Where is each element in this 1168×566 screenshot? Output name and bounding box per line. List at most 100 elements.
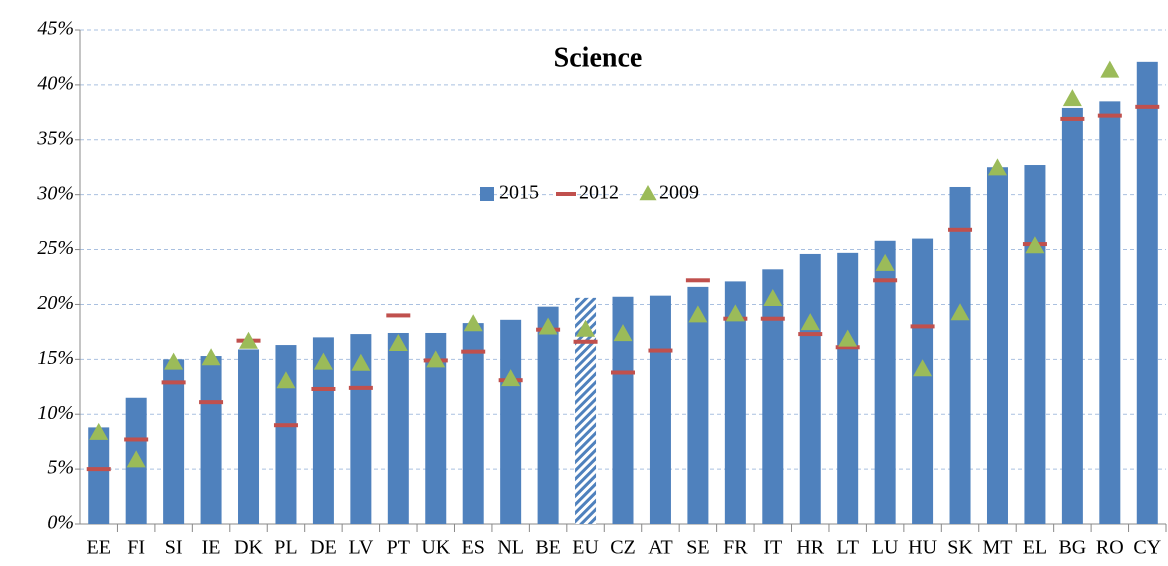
bar [275,345,297,524]
bar [799,253,821,525]
bar [312,337,334,524]
bar [1061,107,1083,524]
x-tick-label: AT [648,537,672,559]
x-tick-label: HR [796,537,824,559]
x-tick-label: PT [387,537,410,559]
dash-marker [573,339,598,344]
triangle-marker [725,304,745,322]
triangle-marker [763,288,783,306]
bar [986,167,1008,524]
x-tick-label: SE [686,537,709,559]
bar [912,238,934,525]
x-tick-label: EU [572,537,599,559]
triangle-marker [239,331,259,349]
triangle-marker [576,319,596,337]
bar [1136,61,1158,524]
dash-marker [199,400,224,405]
x-tick-label: NL [497,537,524,559]
bar [649,295,671,524]
bar [462,323,484,524]
y-tick-label: 35% [36,127,74,149]
y-tick-label: 40% [37,72,74,94]
bar [200,356,222,524]
triangle-marker [688,305,708,323]
dash-marker [910,324,935,329]
triangle-marker [1025,236,1045,254]
x-tick-label: BG [1058,537,1086,559]
triangle-marker [201,348,221,366]
triangle-marker [313,352,333,370]
legend-label: 2015 [499,182,539,204]
triangle-marker [875,253,895,271]
x-tick-label: EE [87,537,111,559]
triangle-marker [1062,89,1082,107]
bar [350,334,372,524]
x-tick-label: CZ [610,537,636,559]
x-tick-label: RO [1096,537,1124,559]
dash-marker [1135,104,1160,109]
triangle-marker [426,350,446,368]
triangle-marker [838,329,858,347]
triangle-marker [987,158,1007,176]
y-tick-label: 25% [37,237,74,259]
bar [837,252,859,525]
dash-marker [386,313,411,318]
chart-title: Science [554,42,643,73]
bar [762,269,784,524]
y-tick-label: 15% [37,347,74,369]
bar [874,240,896,525]
bar [88,427,110,524]
dash-marker [685,278,710,283]
triangle-marker [164,352,184,370]
triangle-marker [276,371,296,389]
y-tick-label: 10% [37,402,74,424]
x-tick-label: LT [836,537,859,559]
dash-marker [835,345,860,350]
triangle-marker [950,303,970,321]
triangle-marker [388,333,408,351]
dash-marker [311,386,336,391]
x-tick-label: DE [310,537,337,559]
x-tick-label: LV [348,537,373,559]
dash-marker [86,467,111,472]
triangle-marker [501,369,521,387]
bar [238,349,260,524]
y-tick-label: 0% [47,512,74,534]
x-tick-label: SK [947,537,973,559]
y-tick-label: 20% [37,292,74,314]
dash-marker [611,370,635,375]
dash-marker [273,423,298,428]
bar [537,306,559,524]
x-tick-label: IE [202,537,221,559]
bar [612,296,634,524]
bar [687,286,709,524]
bar [163,359,185,524]
triangle-marker [463,314,483,332]
x-tick-label: ES [462,537,485,559]
bar [949,186,971,524]
triangle-marker [1100,60,1120,78]
x-tick-label: FI [127,537,145,559]
dash-marker [461,349,486,354]
x-tick-label: UK [421,537,450,559]
legend-swatch [639,185,657,201]
x-tick-label: CY [1133,537,1161,559]
dash-marker [124,437,149,442]
triangle-marker [913,359,933,377]
y-tick-label: 45% [37,18,74,40]
x-tick-label: DK [234,537,263,559]
legend-label: 2009 [659,182,699,204]
dash-marker [161,380,186,385]
dash-marker [948,227,973,232]
y-tick-label: 30% [36,182,74,204]
bar [1099,101,1121,524]
bar [1024,165,1046,524]
bar [575,297,597,524]
triangle-marker [800,313,820,331]
x-tick-label: SI [165,537,183,559]
x-tick-label: IT [763,537,782,559]
triangle-marker [538,317,558,335]
x-tick-label: FR [723,537,748,559]
triangle-marker [89,422,109,440]
dash-marker [873,278,898,283]
